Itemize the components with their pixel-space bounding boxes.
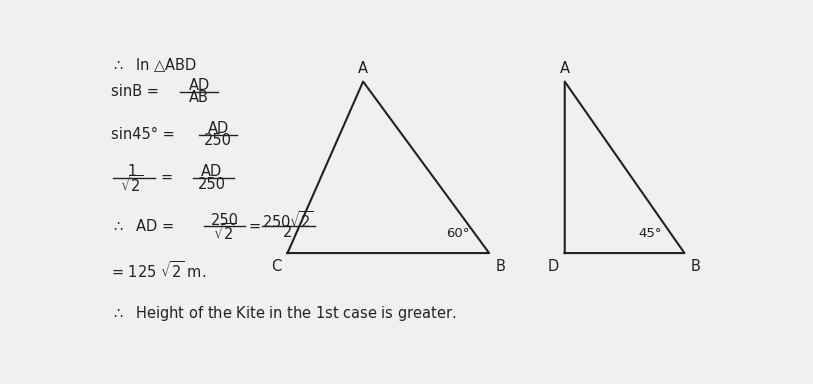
Text: 250: 250 xyxy=(204,133,233,148)
Text: 2: 2 xyxy=(283,225,292,240)
Text: AD: AD xyxy=(189,78,210,93)
Text: 1: 1 xyxy=(128,164,137,179)
Text: C: C xyxy=(271,259,281,274)
Text: A: A xyxy=(358,61,368,76)
Text: AD: AD xyxy=(207,121,228,136)
Text: = 125 $\sqrt{2}$ m.: = 125 $\sqrt{2}$ m. xyxy=(111,260,207,281)
Text: AB: AB xyxy=(189,90,209,105)
Text: B: B xyxy=(691,259,701,274)
Text: $\therefore$  Height of the Kite in the 1st case is greater.: $\therefore$ Height of the Kite in the 1… xyxy=(111,304,456,323)
Text: =: = xyxy=(160,170,172,185)
Text: sin45° =: sin45° = xyxy=(111,127,180,142)
Text: sinB =: sinB = xyxy=(111,84,163,99)
Text: AD: AD xyxy=(202,164,223,179)
Text: A: A xyxy=(559,61,570,76)
Text: $\therefore$  In △ABD: $\therefore$ In △ABD xyxy=(111,56,198,74)
Text: B: B xyxy=(495,259,506,274)
Text: $\sqrt{2}$: $\sqrt{2}$ xyxy=(120,174,144,195)
Text: 45°: 45° xyxy=(638,227,662,240)
Text: D: D xyxy=(547,259,559,274)
Text: 250: 250 xyxy=(211,213,238,228)
Text: $\sqrt{2}$: $\sqrt{2}$ xyxy=(212,222,237,243)
Text: 60°: 60° xyxy=(446,227,469,240)
Text: 250$\sqrt{2}$: 250$\sqrt{2}$ xyxy=(262,210,313,231)
Text: $\therefore$  AD =: $\therefore$ AD = xyxy=(111,218,176,235)
Text: 250: 250 xyxy=(198,177,226,192)
Text: =: = xyxy=(248,219,260,234)
